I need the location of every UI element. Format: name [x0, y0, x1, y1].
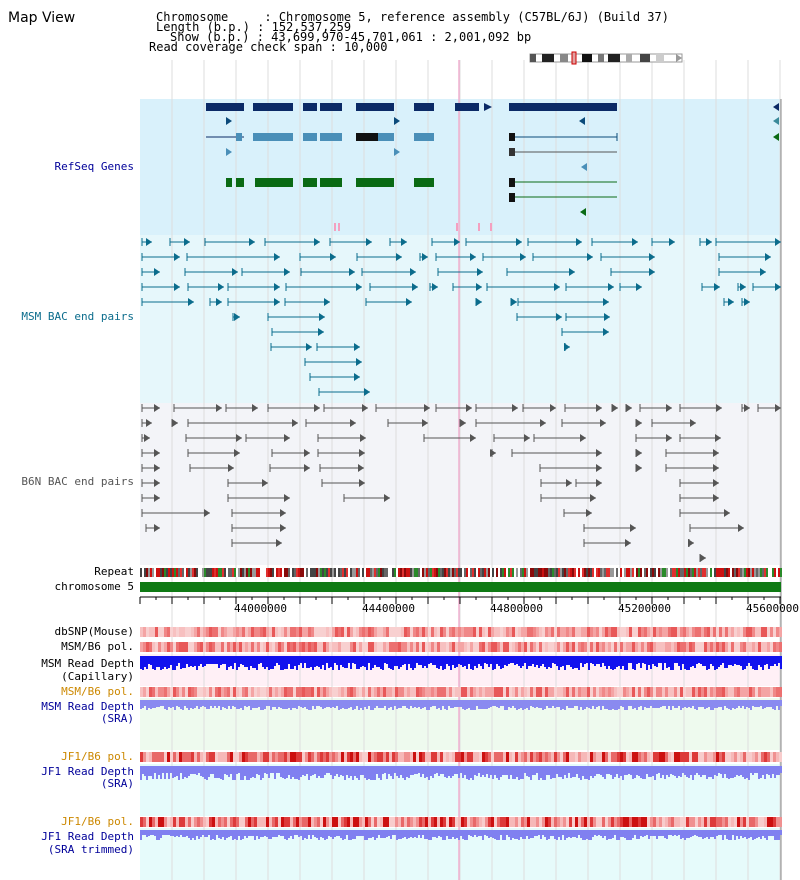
track-label-jf1-b6-pol[interactable]: JF1/B6 pol.	[61, 750, 134, 763]
track-label-jf1-depth-sub: (SRA)	[100, 777, 134, 790]
repeat-track[interactable]	[140, 568, 782, 577]
refseq-features[interactable]	[206, 103, 779, 231]
chromosome-info: Chromosome : Chromosome 5, reference ass…	[156, 10, 669, 24]
axis-tick-label: 44800000	[490, 602, 543, 615]
coverage-span-info: Read coverage check span : 10,000	[149, 40, 388, 54]
page-title: Map View	[8, 10, 76, 26]
chromosome-bar[interactable]	[140, 582, 781, 592]
track-label-jf1-b6-pol-2[interactable]: JF1/B6 pol.	[61, 815, 134, 828]
length-info: Length (b.p.) : 152,537,259	[156, 20, 352, 34]
read-depth-tracks[interactable]	[140, 656, 782, 840]
track-label-msm-depth-sra[interactable]: MSM Read Depth	[41, 700, 134, 713]
track-label-msm-b6-pol[interactable]: MSM/B6 pol.	[61, 640, 134, 653]
track-label-b6n-bac[interactable]: B6N BAC end pairs	[21, 475, 134, 488]
track-label-msm-depth-sra-sub: (SRA)	[100, 712, 134, 725]
axis-tick-label: 44400000	[362, 602, 415, 615]
axis-tick-label: 45600000	[746, 602, 799, 615]
track-label-msm-bac[interactable]: MSM BAC end pairs	[21, 310, 134, 323]
track-label-chromosome: chromosome 5	[54, 580, 134, 593]
track-label-jf1-depth-trim[interactable]: JF1 Read Depth	[41, 830, 134, 843]
chromosome-ideogram[interactable]	[529, 51, 683, 65]
variation-heatmaps[interactable]	[140, 627, 782, 827]
track-label-msm-depth-cap[interactable]: MSM Read Depth	[41, 657, 134, 670]
grid-lines	[171, 60, 782, 880]
track-label-msm-b6-pol-2[interactable]: MSM/B6 pol.	[61, 685, 134, 698]
track-label-msm-depth-cap-sub: (Capillary)	[61, 670, 134, 683]
track-label-refseq[interactable]: RefSeq Genes	[54, 160, 134, 173]
b6n-bac-pairs[interactable]	[141, 404, 781, 562]
track-label-jf1-depth[interactable]: JF1 Read Depth	[41, 765, 134, 778]
track-label-jf1-depth-trim-sub: (SRA trimmed)	[47, 843, 134, 856]
axis-tick-label: 45200000	[618, 602, 671, 615]
axis-tick-label: 44000000	[234, 602, 287, 615]
track-label-repeat: Repeat	[94, 565, 134, 578]
show-range-info: Show (b.p.) : 43,699,970-45,701,061 : 2,…	[170, 30, 532, 44]
msm-bac-pairs[interactable]	[141, 238, 781, 396]
coordinate-axis: 44000000 44400000 44800000 45200000 4560…	[139, 596, 799, 615]
track-label-dbsnp[interactable]: dbSNP(Mouse)	[54, 625, 134, 638]
